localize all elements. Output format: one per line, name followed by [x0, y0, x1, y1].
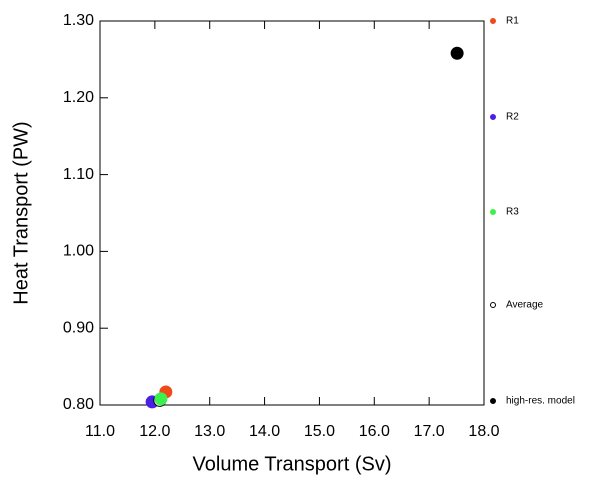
x-tick-label: 12.0: [139, 423, 170, 440]
legend-label: R3: [506, 207, 519, 218]
legend-marker: [490, 398, 496, 404]
legend-label: Average: [506, 300, 544, 311]
y-tick-label: 1.10: [63, 166, 94, 183]
y-axis-title: Heat Transport (PW): [10, 121, 32, 304]
legend-label: high-res. model: [506, 396, 575, 407]
y-tick-label: 1.30: [63, 12, 94, 29]
y-tick-label: 1.20: [63, 89, 94, 106]
x-tick-label: 14.0: [249, 423, 280, 440]
legend-label: R1: [506, 16, 519, 27]
legend-label: R2: [506, 112, 519, 123]
x-tick-label: 11.0: [85, 423, 115, 440]
x-axis-title: Volume Transport (Sv): [193, 453, 392, 475]
x-tick-label: 16.0: [359, 423, 390, 440]
point: [450, 46, 464, 60]
x-tick-label: 18.0: [468, 423, 499, 440]
legend-marker: [490, 302, 496, 308]
y-tick-label: 1.00: [63, 243, 94, 260]
y-tick-label: 0.80: [63, 396, 94, 413]
x-tick-label: 15.0: [304, 423, 335, 440]
y-tick-label: 0.90: [63, 319, 94, 336]
legend-marker: [490, 18, 496, 24]
plot-frame: [99, 20, 485, 406]
point: [154, 392, 168, 406]
x-tick-label: 17.0: [414, 423, 445, 440]
x-tick-label: 13.0: [194, 423, 225, 440]
legend-marker: [490, 114, 496, 120]
legend-marker: [490, 209, 496, 215]
